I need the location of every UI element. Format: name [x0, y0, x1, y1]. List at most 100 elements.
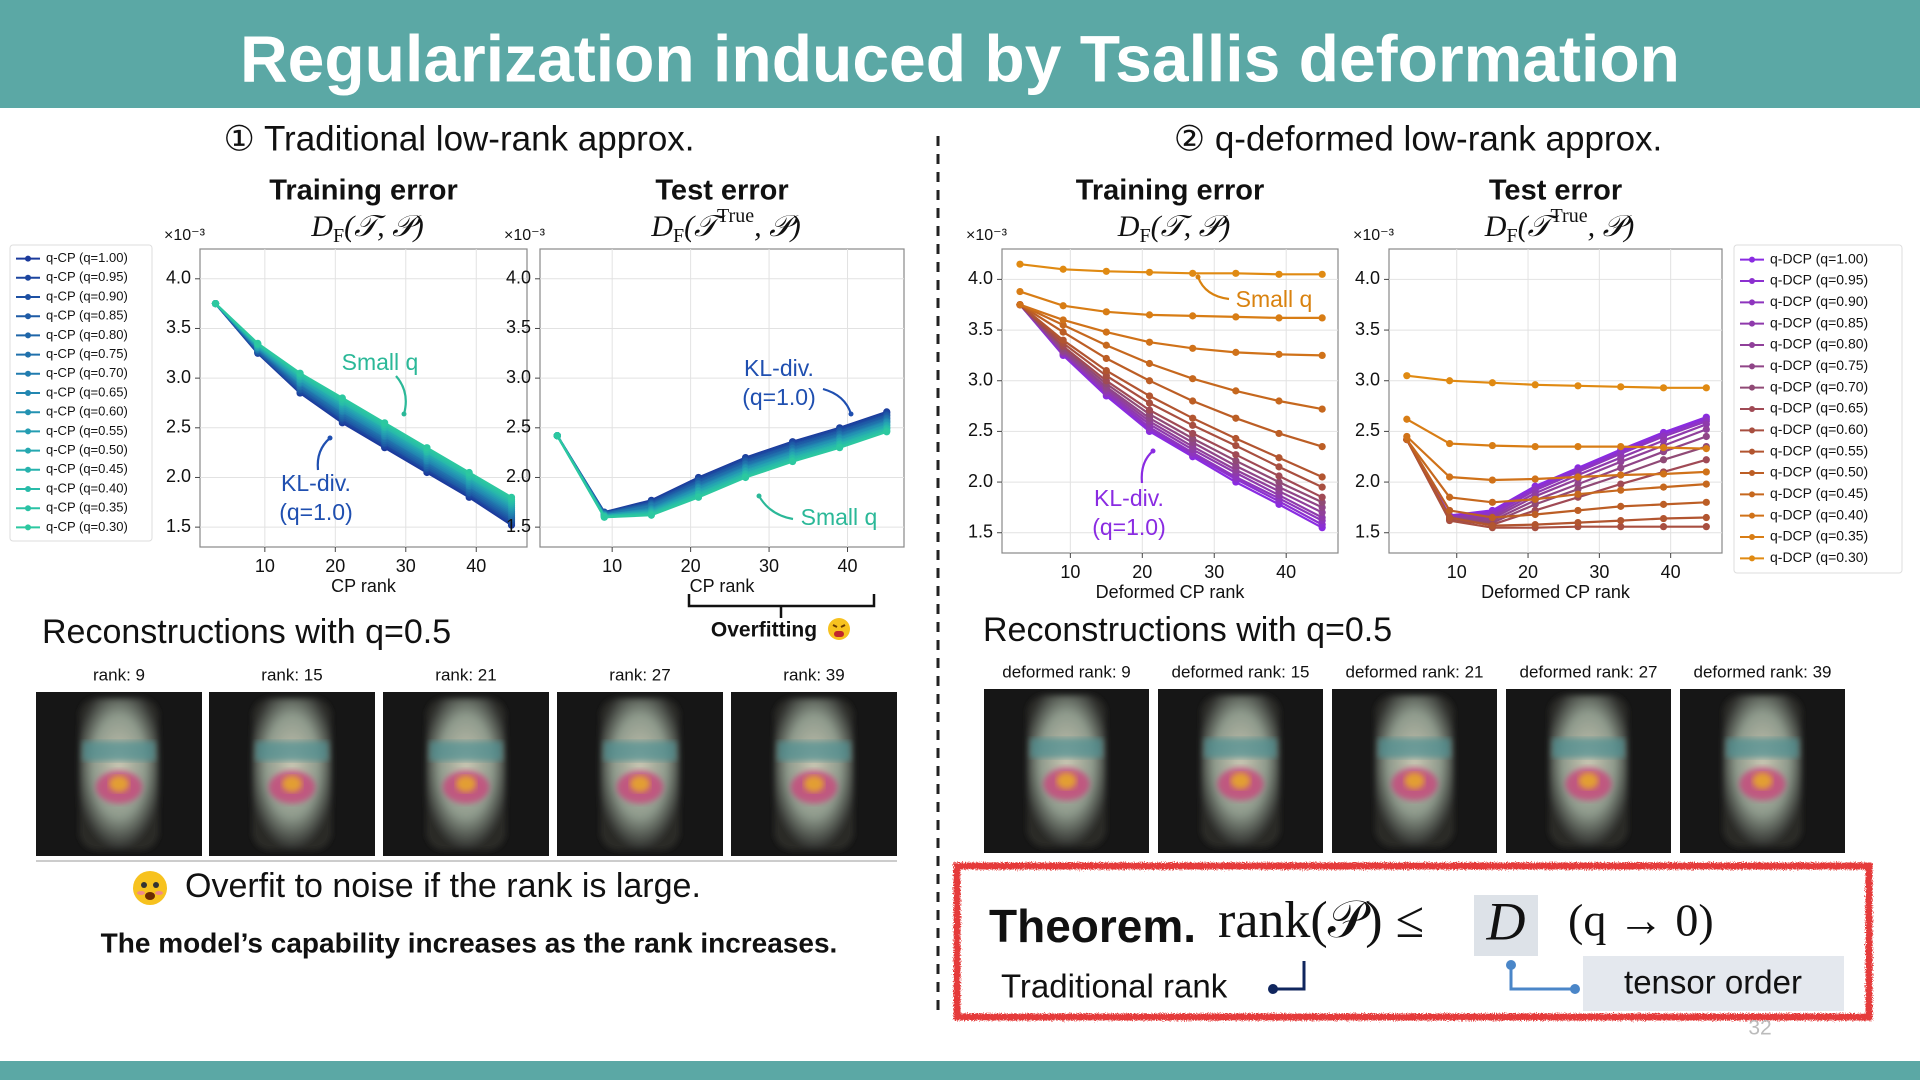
- legend-label: q-CP (q=0.40): [46, 480, 128, 495]
- arrow-head: [401, 411, 407, 417]
- data-point: [1531, 475, 1539, 483]
- formula: DF(𝒯True, 𝒫): [1484, 205, 1634, 247]
- x-axis-label: Deformed CP rank: [1096, 582, 1246, 602]
- can-band: [1204, 738, 1277, 758]
- data-point: [1446, 377, 1454, 385]
- annotation: Small q: [342, 349, 419, 375]
- legend-marker: [1749, 406, 1755, 412]
- emoji-face: [133, 871, 167, 905]
- y-tick-label: 2.5: [506, 417, 531, 437]
- legend: q-DCP (q=1.00) q-DCP (q=0.95) q-DCP (q=0.9…: [1733, 244, 1903, 574]
- data-point: [1702, 384, 1710, 392]
- chart-title: Training error: [1076, 175, 1265, 207]
- series: [1403, 372, 1710, 392]
- legend-marker: [25, 524, 31, 531]
- data-point: [1145, 268, 1154, 276]
- legend-label: q-CP (q=0.95): [46, 269, 128, 284]
- arrow-head: [756, 493, 762, 499]
- data-point: [1659, 436, 1668, 445]
- formula-part: F: [333, 225, 344, 247]
- annotation: KL-div.: [744, 355, 814, 381]
- y-tick-label: 1.5: [166, 516, 191, 536]
- data-point: [1531, 500, 1539, 508]
- x-tick-label: 20: [1132, 562, 1152, 582]
- y-tick-label: 4.0: [506, 268, 531, 288]
- theorem-condition: (q → 0): [1568, 895, 1714, 946]
- data-point: [1574, 490, 1582, 498]
- chart-title: Test error: [655, 175, 788, 207]
- data-point: [1275, 350, 1283, 358]
- can-logo-core: [1230, 772, 1251, 790]
- legend-label: q-DCP (q=0.35): [1770, 528, 1868, 544]
- y-tick-label: 2.5: [968, 420, 993, 440]
- data-point: [1318, 405, 1326, 413]
- annotation: Small q: [1236, 286, 1313, 312]
- data-point: [338, 394, 346, 402]
- legend-label: q-DCP (q=0.55): [1770, 442, 1868, 458]
- series: [211, 300, 516, 501]
- data-point: [1275, 270, 1283, 278]
- recon-title: Reconstructions with q=0.5: [42, 613, 451, 651]
- legend-label: q-DCP (q=0.45): [1770, 485, 1868, 501]
- reconstruction-image: [1506, 689, 1671, 853]
- data-point: [1702, 425, 1710, 433]
- series-line: [1019, 303, 1323, 448]
- scale-label: ×10⁻³: [1353, 227, 1395, 244]
- can-band: [1726, 738, 1799, 758]
- series-line: [1405, 438, 1707, 527]
- series-line: [1019, 303, 1323, 411]
- series-line: [1019, 303, 1323, 479]
- formula-part: F: [1506, 225, 1517, 247]
- legend-label: q-CP (q=0.65): [46, 384, 128, 399]
- series: [1403, 415, 1710, 453]
- data-point: [1531, 521, 1539, 529]
- thumb-label: rank: 15: [261, 665, 322, 684]
- data-point: [1059, 321, 1067, 329]
- series: [1403, 435, 1710, 506]
- legend-label: q-CP (q=0.85): [46, 308, 128, 323]
- data-point: [1232, 451, 1240, 459]
- reconstruction-image: [731, 692, 897, 856]
- data-point: [1145, 311, 1154, 319]
- data-point: [553, 432, 561, 440]
- data-point: [1145, 377, 1154, 385]
- data-point: [1617, 464, 1625, 472]
- data-point: [1617, 383, 1625, 391]
- legend-marker: [1749, 256, 1755, 263]
- reconstruction-image: [1332, 689, 1497, 853]
- x-tick-label: 30: [1204, 562, 1224, 582]
- data-point: [1574, 485, 1582, 493]
- legend-label: q-DCP (q=0.40): [1770, 506, 1868, 522]
- annotation-arrow: [758, 495, 794, 521]
- data-point: [1659, 470, 1668, 478]
- data-point: [1016, 260, 1024, 268]
- legend-label: q-DCP (q=0.65): [1770, 400, 1868, 416]
- data-point: [1702, 420, 1710, 428]
- series-line: [1019, 263, 1323, 276]
- data-point: [1189, 269, 1197, 277]
- data-point: [1617, 480, 1625, 488]
- legend-label: q-CP (q=0.75): [46, 346, 128, 361]
- data-point: [1659, 514, 1668, 523]
- legend-label: q-CP (q=1.00): [46, 250, 128, 265]
- data-point: [1702, 498, 1710, 506]
- data-point: [1232, 387, 1240, 395]
- data-point: [1574, 519, 1582, 527]
- order-note: tensor order: [1624, 964, 1802, 1001]
- can-logo-core: [1752, 772, 1773, 790]
- formula-part: F: [673, 225, 684, 247]
- scale-label: ×10⁻³: [164, 227, 206, 244]
- legend-label: q-CP (q=0.80): [46, 327, 128, 342]
- data-point: [1702, 480, 1710, 488]
- legend-marker: [25, 409, 31, 416]
- can-logo-core: [630, 775, 650, 793]
- data-point: [1232, 269, 1240, 277]
- formula-part: D: [650, 210, 673, 243]
- legend-label: q-DCP (q=0.80): [1770, 336, 1868, 352]
- can-logo-core: [804, 775, 824, 793]
- x-tick-label: 20: [1518, 562, 1538, 582]
- data-point: [1102, 367, 1110, 375]
- data-point: [1318, 314, 1326, 322]
- can-logo-core: [1578, 772, 1599, 790]
